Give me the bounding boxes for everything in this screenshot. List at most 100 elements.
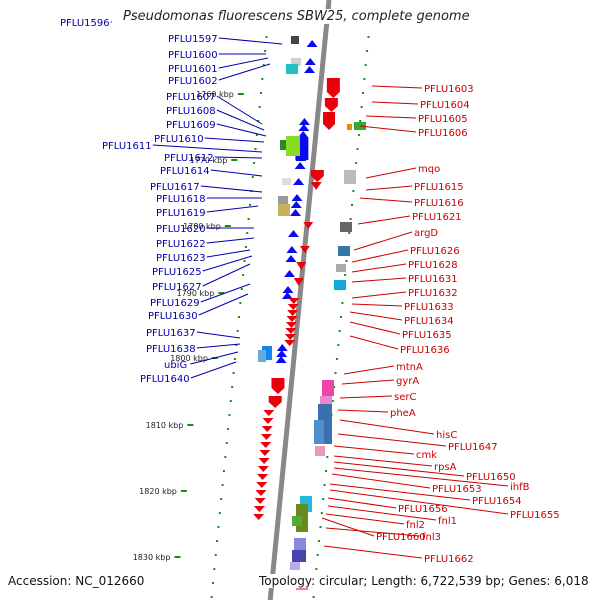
gene-label-left: PFLU1618 [156,194,206,205]
genome-backbone [267,0,332,600]
gene-label-right: serC [394,392,416,403]
scale-tick-label: 1820 kbp [139,487,177,496]
track-dot [349,218,352,220]
track-dot [257,120,260,122]
gene-label-left: PFLU1638 [146,344,196,355]
gene-leader-line [325,527,421,537]
gene-label-right: PFLU1662 [424,554,474,565]
forward-gene-arrow [303,222,314,229]
gene-leader-line [365,115,417,119]
reverse-gene-arrow [304,58,316,65]
reverse-gene-arrow [276,344,288,351]
gene-label-right: PFLU1654 [472,496,522,507]
forward-gene-arrow [285,322,297,328]
gene-leader-line [216,123,267,137]
track-dot [210,596,213,598]
track-dot [363,78,366,80]
gene-label-right: gyrA [396,376,419,387]
gene-label-left: PFLU1625 [152,267,202,278]
gene-leader-line [333,467,509,487]
track-dot [254,148,257,150]
forward-gene-block [326,78,340,98]
track-dot [253,162,256,164]
reverse-gene-arrow [285,255,297,262]
track-dot [262,64,265,66]
gene-leader-line [351,291,407,299]
gene-leader-line [349,311,403,321]
track-dot [261,78,264,80]
track-dot [361,92,364,94]
track-dot [338,330,341,332]
gene-leader-line [343,365,395,375]
forward-gene-arrow [260,442,272,448]
gene-leader-line [218,63,271,81]
gene-label-right: cmk [416,450,437,461]
gene-leader-line [323,545,423,559]
track-dot [320,512,323,514]
gene-label-right: PFLU1606 [418,128,468,139]
gene-label-left: PFLU1629 [150,298,200,309]
gene-label-right: PFLU1634 [404,316,454,327]
category-box [258,350,266,362]
track-dot [238,316,241,318]
scale-tick-label: 1800 kbp [170,354,208,363]
gene-leader-line [341,379,395,385]
gene-label-right: PFLU1604 [420,100,470,111]
forward-gene-arrow [254,498,266,504]
track-dot [345,260,348,262]
gene-label-left: PFLU1617 [150,182,200,193]
forward-gene-arrow [288,298,300,304]
category-box [262,346,272,360]
track-dot [335,358,338,360]
category-box [334,280,346,290]
gene-label-left: PFLU1630 [148,311,198,322]
gene-label-right: PFLU1635 [402,330,452,341]
category-box [340,222,352,232]
forward-gene-arrow [296,262,307,270]
forward-gene-arrow [284,334,296,340]
forward-gene-arrow [284,340,296,346]
gene-leader-line [351,263,407,273]
category-box [314,420,324,444]
gene-leader-line [365,185,413,191]
forward-gene-arrow [257,474,269,480]
track-dot [224,456,227,458]
track-dot [229,400,232,402]
forward-gene-arrow [260,434,272,440]
gene-label-right: PFLU1633 [404,302,454,313]
gene-label-left: PFLU1602 [168,76,218,87]
track-dot [341,302,344,304]
forward-gene-arrow [285,328,297,334]
gene-leader-line [204,137,265,143]
gene-leader-line [349,335,399,350]
forward-gene-block [271,378,285,394]
gene-label-right: pheA [390,408,416,419]
track-dot [244,246,247,248]
forward-gene-arrow [299,246,310,253]
track-dot [326,456,329,458]
gene-leader-line [325,513,405,525]
track-dot [236,330,239,332]
gene-leader-line [353,231,413,251]
track-dot [227,428,230,430]
track-dot [333,386,336,388]
gene-leader-line [321,517,375,537]
gene-label-right: PFLU1647 [448,442,498,453]
gene-leader-line [196,343,241,349]
track-dot [356,148,359,150]
category-box [336,264,346,272]
track-dot [259,92,262,94]
forward-gene-arrow [310,182,322,190]
scale-tick-label: 1830 kbp [133,553,171,562]
gene-label-left: PFLU1607 [166,92,216,103]
category-box [290,562,300,570]
category-box [282,178,291,185]
reverse-gene-arrow [276,350,288,357]
forward-gene-arrow [259,450,271,456]
reverse-gene-arrow [290,201,302,208]
track-dot [211,582,214,584]
gene-label-right: PFLU1626 [410,246,460,257]
track-dot [214,554,217,556]
forward-gene-block [324,98,338,112]
